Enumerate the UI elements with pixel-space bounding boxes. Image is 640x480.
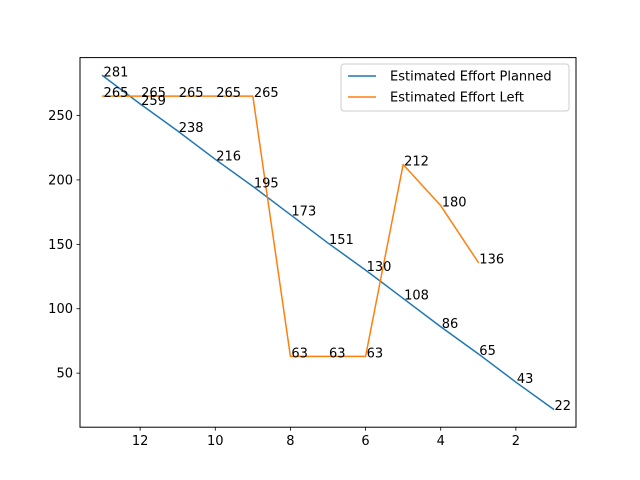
data-label: 238 bbox=[179, 121, 204, 136]
data-label: 281 bbox=[104, 66, 129, 81]
data-label: 130 bbox=[367, 260, 392, 275]
data-label: 212 bbox=[404, 154, 429, 169]
data-label: 43 bbox=[517, 372, 534, 387]
data-label: 63 bbox=[367, 346, 384, 361]
y-tick-label: 200 bbox=[48, 173, 73, 188]
data-label: 195 bbox=[254, 176, 279, 191]
data-label: 216 bbox=[216, 149, 241, 164]
data-label: 65 bbox=[479, 344, 496, 359]
data-label: 180 bbox=[442, 196, 467, 211]
x-tick-label: 10 bbox=[207, 434, 224, 449]
data-label: 265 bbox=[216, 86, 241, 101]
data-label: 108 bbox=[404, 288, 429, 303]
legend-label-2: Estimated Effort Left bbox=[390, 91, 524, 106]
x-tick-label: 12 bbox=[132, 434, 149, 449]
data-label: 265 bbox=[254, 86, 279, 101]
legend-box bbox=[340, 63, 570, 112]
x-tick-label: 8 bbox=[286, 434, 294, 449]
data-label: 265 bbox=[104, 86, 129, 101]
data-labels-layer: 281 259 238 216 195 173 151 130 108 86 65 43 22 265 26… bbox=[104, 66, 571, 415]
data-label: 63 bbox=[329, 346, 346, 361]
series-line-2 bbox=[101, 95, 480, 358]
y-tick-label: 100 bbox=[48, 302, 73, 317]
data-label: 86 bbox=[442, 317, 459, 332]
data-label: 22 bbox=[554, 399, 571, 414]
x-axis: 12 10 8 6 4 2 bbox=[132, 427, 520, 449]
series-line-1 bbox=[101, 74, 555, 411]
data-label: 259 bbox=[141, 94, 166, 109]
y-tick-label: 250 bbox=[48, 109, 73, 124]
y-tick-label: 150 bbox=[48, 238, 73, 253]
x-tick-label: 6 bbox=[361, 434, 369, 449]
series-layer bbox=[101, 74, 555, 411]
legend: Estimated Effort Planned Estimated Effort… bbox=[340, 63, 570, 112]
legend-label-1: Estimated Effort Planned bbox=[390, 70, 552, 85]
y-axis: 50 100 150 200 250 bbox=[48, 109, 80, 382]
plot-area-frame bbox=[79, 57, 577, 428]
data-label: 265 bbox=[141, 86, 166, 101]
data-label: 63 bbox=[291, 346, 308, 361]
y-tick-label: 50 bbox=[56, 367, 73, 382]
data-label: 151 bbox=[329, 233, 354, 248]
x-tick-label: 4 bbox=[437, 434, 445, 449]
data-label: 265 bbox=[179, 86, 204, 101]
x-tick-label: 2 bbox=[512, 434, 520, 449]
data-label: 136 bbox=[479, 252, 504, 267]
data-label: 173 bbox=[291, 205, 316, 220]
